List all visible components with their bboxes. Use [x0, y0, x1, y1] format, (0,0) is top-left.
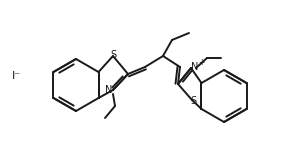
Text: +: + — [198, 58, 204, 67]
Text: S: S — [190, 96, 196, 106]
Text: N: N — [191, 62, 199, 72]
Text: N: N — [105, 85, 113, 95]
Text: I⁻: I⁻ — [12, 71, 20, 81]
Text: S: S — [110, 50, 116, 60]
